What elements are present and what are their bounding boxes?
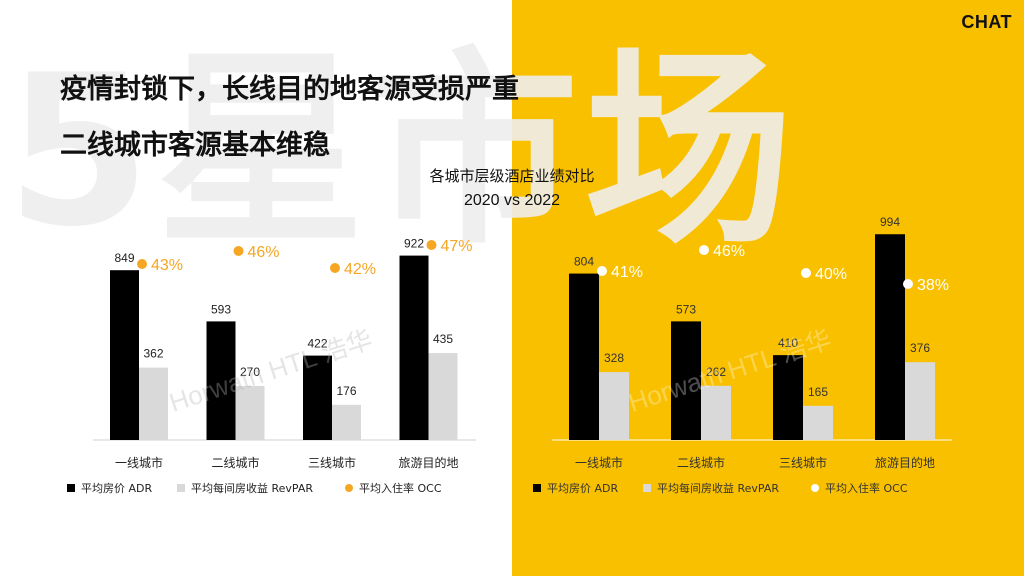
legend-swatch-adr [533,484,541,492]
occ-point [903,279,913,289]
bar-adr [773,355,803,440]
data-label-revpar: 362 [143,347,163,361]
headline: 疫情封锁下，长线目的地客源受损严重 二线城市客源基本维稳 [60,62,519,174]
category-label: 旅游目的地 [875,455,935,470]
bar-revpar [235,386,265,440]
occ-point [699,245,709,255]
bar-adr [110,270,139,440]
bar-adr [569,273,599,440]
watermark-text: Horwath HTL 浩华 [166,324,376,418]
occ-label: 43% [151,257,183,274]
bar-adr [671,321,701,440]
headline-line-2: 二线城市客源基本维稳 [60,130,330,161]
bar-revpar [428,353,458,440]
legend-label-occ: 平均入住率 OCC [359,481,442,495]
data-label-adr: 922 [404,237,424,251]
occ-label: 47% [441,238,473,255]
legend-label-occ: 平均入住率 OCC [825,481,908,495]
category-label: 一线城市 [575,455,623,470]
occ-label: 42% [344,261,376,278]
data-label-adr: 849 [114,251,134,265]
occ-point [137,259,147,269]
legend-swatch-occ [345,484,353,492]
legend-label-adr: 平均房价 ADR [547,482,618,495]
data-label-adr: 573 [676,302,696,316]
data-label-revpar: 165 [808,385,828,399]
data-label-adr: 410 [778,336,798,350]
legend-swatch-revpar [643,484,651,492]
legend-swatch-revpar [177,484,185,492]
occ-point [233,246,244,256]
category-label: 二线城市 [677,455,725,470]
background-heading: 5星市场 [6,31,799,273]
headline-line-1: 疫情封锁下，长线目的地客源受损严重 [60,74,519,105]
occ-label: 40% [815,266,847,283]
occ-label: 46% [713,243,745,260]
bar-adr [399,255,429,440]
data-label-revpar: 270 [240,365,260,379]
bar-revpar [332,404,361,440]
chart-subtitle: 2020 vs 2022 [463,192,561,209]
occ-point [801,268,811,278]
data-label-revpar: 262 [706,365,726,379]
data-label-revpar: 376 [910,341,930,355]
brand-logo: CHAT [961,12,1012,32]
bar-revpar [139,367,168,440]
occ-point [597,266,607,276]
legend-swatch-adr [67,484,75,492]
category-label: 一线城市 [115,455,163,470]
bar-revpar [701,385,731,440]
data-label-adr: 593 [211,302,231,316]
bar-adr [875,234,905,440]
data-label-adr: 804 [574,255,594,269]
occ-label: 38% [917,277,949,294]
chart-title: 各城市层级酒店业绩对比 [429,167,595,185]
category-label: 三线城市 [308,455,356,470]
category-label: 二线城市 [211,455,259,470]
category-label: 旅游目的地 [398,455,458,470]
occ-label: 41% [611,264,643,281]
legend-swatch-occ [811,484,819,492]
occ-label: 46% [248,244,280,261]
bar-revpar [905,362,935,440]
occ-point [330,263,340,273]
bar-adr [303,355,332,440]
occ-point [426,240,437,250]
legend-label-revpar: 平均每间房收益 RevPAR [657,481,779,495]
category-label: 三线城市 [779,455,827,470]
legend-label-adr: 平均房价 ADR [81,482,152,495]
data-label-revpar: 328 [604,351,624,365]
bar-revpar [803,405,833,440]
data-label-revpar: 435 [433,332,453,346]
data-label-revpar: 176 [336,384,356,398]
legend-label-revpar: 平均每间房收益 RevPAR [191,481,313,495]
bar-adr [206,321,236,440]
bar-revpar [599,372,629,440]
data-label-adr: 422 [307,337,327,351]
data-label-adr: 994 [880,215,900,229]
